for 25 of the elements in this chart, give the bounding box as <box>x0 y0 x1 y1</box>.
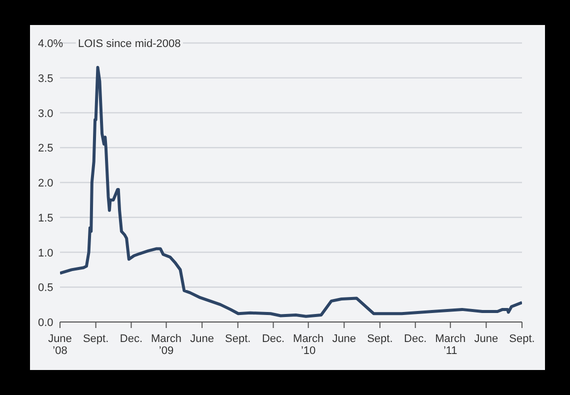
x-tick-label: Dec. <box>404 333 427 345</box>
y-tick-label: 3.5 <box>38 72 54 85</box>
y-tick-label: 0.0 <box>38 317 54 329</box>
x-tick-label: March ’09 <box>150 333 182 357</box>
y-tick-label: 1.5 <box>38 212 54 224</box>
y-tick-label: 1.0 <box>38 247 54 260</box>
x-tick-label: March ’11 <box>435 333 466 357</box>
x-tick-label: June ’08 <box>48 333 72 357</box>
x-tick-label: Sept. <box>82 333 109 345</box>
x-tick-label: Dec. <box>262 333 285 345</box>
y-tick-label: 2.5 <box>38 142 54 155</box>
x-tick-label: Dec. <box>120 333 143 345</box>
y-tick-label: 0.5 <box>38 282 54 294</box>
x-tick-label: Sept. <box>509 333 535 345</box>
line-series <box>60 66 522 318</box>
x-tick-label: March ’10 <box>293 333 324 357</box>
chart-title: LOIS since mid-2008 <box>67 38 192 50</box>
x-tick-label: June <box>474 333 498 345</box>
x-tick-label: June <box>190 333 214 345</box>
y-tick-label: 4.0% <box>38 38 64 50</box>
y-tick-label: 2.0 <box>38 178 54 190</box>
x-tick-label: June <box>332 333 356 345</box>
y-tick-label: 3.0 <box>38 108 54 120</box>
x-tick-label: Sept. <box>367 333 393 345</box>
x-tick-label: Sept. <box>225 333 251 345</box>
